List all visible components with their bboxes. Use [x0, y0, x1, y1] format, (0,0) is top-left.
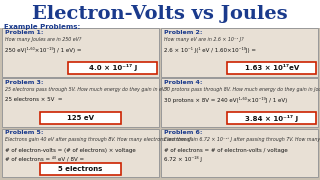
Text: Problem 5:: Problem 5: [5, 130, 44, 136]
FancyBboxPatch shape [68, 62, 157, 74]
Text: 250 eV(¹⋅⁶⁰×10⁻¹⁹J / 1 eV) =: 250 eV(¹⋅⁶⁰×10⁻¹⁹J / 1 eV) = [5, 47, 82, 53]
Text: # of electrons = # of electron-volts / voltage: # of electrons = # of electron-volts / v… [164, 148, 288, 153]
Text: How many Joules are in 250 eV?: How many Joules are in 250 eV? [5, 37, 82, 42]
FancyBboxPatch shape [161, 78, 318, 127]
Text: 125 eV: 125 eV [67, 115, 94, 121]
FancyBboxPatch shape [2, 129, 159, 177]
Text: How many eV are in 2.6 × 10⁻¹ J?: How many eV are in 2.6 × 10⁻¹ J? [164, 37, 244, 42]
FancyBboxPatch shape [2, 78, 159, 127]
FancyBboxPatch shape [0, 0, 320, 28]
Text: 4.0 × 10⁻¹⁷ J: 4.0 × 10⁻¹⁷ J [89, 64, 137, 71]
Text: 1.63 × 10¹⁷eV: 1.63 × 10¹⁷eV [245, 65, 299, 71]
Text: Problem 6:: Problem 6: [164, 130, 203, 136]
Text: Problem 1:: Problem 1: [5, 30, 44, 35]
Text: 5 electrons: 5 electrons [58, 166, 103, 172]
FancyBboxPatch shape [228, 62, 316, 74]
FancyBboxPatch shape [161, 28, 318, 76]
FancyBboxPatch shape [2, 28, 159, 76]
FancyBboxPatch shape [40, 112, 121, 124]
Text: 25 electrons × 5V  =: 25 electrons × 5V = [5, 97, 63, 102]
Text: Electrons gain 40 eV after passing through 8V. How many electrons are there?: Electrons gain 40 eV after passing throu… [5, 137, 192, 142]
Text: 25 electrons pass through 5V. How much energy do they gain in eV?: 25 electrons pass through 5V. How much e… [5, 87, 168, 92]
Text: 30 protons pass through 8V. How much energy do they gain in Joules?: 30 protons pass through 8V. How much ene… [164, 87, 320, 92]
Text: 2.6 × 10⁻¹ J(¹ eV / 1.60×10⁻¹⁹J) =: 2.6 × 10⁻¹ J(¹ eV / 1.60×10⁻¹⁹J) = [164, 47, 257, 53]
Text: Electrons gain 6.72 × 10⁻¹⁸ J after passing through 7V. How many electrons are t: Electrons gain 6.72 × 10⁻¹⁸ J after pass… [164, 137, 320, 142]
Text: Example Problems:: Example Problems: [4, 24, 80, 30]
Text: 6.72 × 10⁻¹⁸ J: 6.72 × 10⁻¹⁸ J [164, 156, 203, 162]
Text: Problem 4:: Problem 4: [164, 80, 203, 85]
Text: 30 protons × 8V = 240 eV(¹⋅⁶⁰×10⁻¹⁹J / 1 eV): 30 protons × 8V = 240 eV(¹⋅⁶⁰×10⁻¹⁹J / 1… [164, 97, 288, 103]
FancyBboxPatch shape [161, 129, 318, 177]
Text: Problem 2:: Problem 2: [164, 30, 203, 35]
Text: Problem 3:: Problem 3: [5, 80, 44, 85]
Text: 3.84 × 10⁻¹⁷ J: 3.84 × 10⁻¹⁷ J [245, 115, 298, 122]
Text: Electron-Volts vs Joules: Electron-Volts vs Joules [32, 5, 288, 23]
Text: # of electron-volts = (# of electrons) × voltage: # of electron-volts = (# of electrons) ×… [5, 148, 136, 153]
FancyBboxPatch shape [40, 163, 121, 175]
Text: # of electrons = ⁴⁰ eV / 8V =: # of electrons = ⁴⁰ eV / 8V = [5, 156, 84, 162]
FancyBboxPatch shape [228, 112, 316, 124]
